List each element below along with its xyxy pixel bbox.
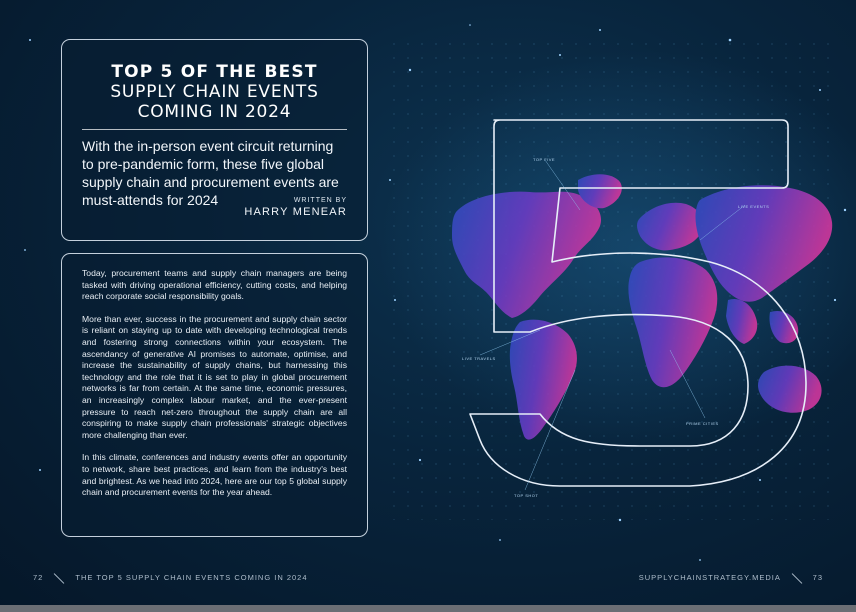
body-text-panel: Today, procurement teams and supply chai… [61, 253, 368, 537]
headline-line-3: COMING IN 2024 [137, 102, 292, 122]
right-page-number: 73 [812, 573, 823, 582]
map-label-top-shot: TOP SHOT [514, 493, 539, 498]
footer-left: 72 THE TOP 5 SUPPLY CHAIN EVENTS COMING … [33, 572, 308, 584]
byline-label: WRITTEN BY [293, 197, 347, 204]
footer-right: SUPPLYCHAINSTRATEGY.MEDIA 73 [638, 572, 823, 584]
left-page-number: 72 [33, 573, 44, 582]
headline-line-1: TOP 5 OF THE BEST [111, 62, 318, 82]
map-label-live-travels: LIVE TRAVELS [462, 356, 496, 361]
headline-divider [82, 129, 347, 130]
stars [24, 24, 847, 561]
footer-separator [791, 572, 802, 584]
map-label-live-events: LIVE EVENTS [738, 204, 770, 209]
author-name: HARRY MENEAR [244, 206, 347, 218]
body-paragraph-1: Today, procurement teams and supply chai… [82, 268, 347, 302]
body-paragraph-3: In this climate, conferences and industr… [82, 452, 347, 498]
footer-separator [54, 572, 65, 584]
body-paragraph-2: More than ever, success in the procureme… [82, 313, 347, 440]
numeral-five-outline [469, 119, 807, 487]
map-label-prime-cities: PRIME CITIES [686, 421, 719, 426]
running-title: THE TOP 5 SUPPLY CHAIN EVENTS COMING IN … [75, 573, 308, 582]
bottom-edge-strip [0, 605, 856, 612]
title-panel: TOP 5 OF THE BEST SUPPLY CHAIN EVENTS CO… [61, 39, 368, 241]
publication-site: SUPPLYCHAINSTRATEGY.MEDIA [638, 573, 781, 582]
world-map [452, 174, 833, 440]
standfirst: With the in-person event circuit returni… [82, 138, 339, 208]
callout-lines [479, 159, 746, 491]
headline-line-2: SUPPLY CHAIN EVENTS [110, 82, 319, 102]
map-label-top-five: TOP FIVE [533, 157, 556, 162]
